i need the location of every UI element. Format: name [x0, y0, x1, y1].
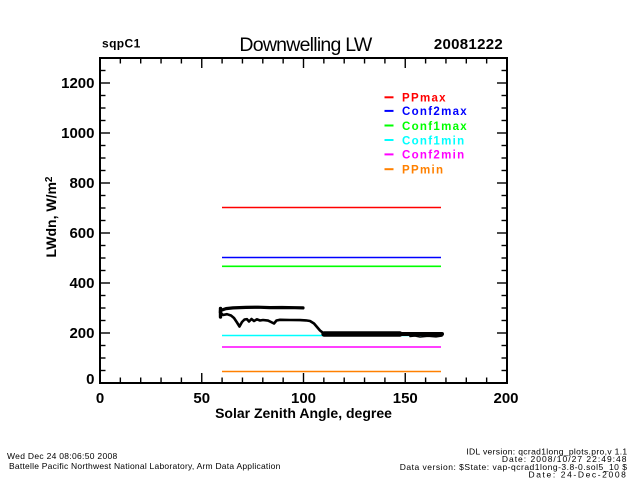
svg-text:Conf1max: Conf1max [402, 121, 468, 133]
svg-text:Conf1min: Conf1min [402, 135, 465, 147]
svg-text:1200: 1200 [61, 75, 94, 92]
svg-text:LWdn, W/m2: LWdn, W/m2 [43, 176, 59, 257]
svg-text:sqpC1: sqpC1 [102, 37, 141, 51]
svg-text:800: 800 [69, 175, 94, 192]
svg-text:Solar Zenith Angle, degree: Solar Zenith Angle, degree [215, 405, 392, 421]
svg-text:400: 400 [69, 275, 94, 292]
svg-text:Conf2max: Conf2max [402, 106, 468, 118]
svg-text:150: 150 [393, 390, 418, 407]
svg-text:50: 50 [193, 390, 210, 407]
svg-text:PPmin: PPmin [402, 165, 444, 177]
svg-text:600: 600 [69, 225, 94, 242]
svg-text:0: 0 [96, 390, 104, 407]
svg-text:IDL version: qcrad1long_plots.: IDL version: qcrad1long_plots.pro,v 1.1 [466, 447, 627, 457]
svg-text:Conf2min: Conf2min [402, 150, 465, 162]
svg-text:Downwelling LW: Downwelling LW [239, 34, 373, 56]
svg-text:20081222: 20081222 [434, 36, 503, 53]
svg-text:Date: 2008/10/27 22:49:48: Date: 2008/10/27 22:49:48 [502, 454, 628, 464]
svg-text:Battelle Pacific Northwest Nat: Battelle Pacific Northwest National Labo… [9, 461, 281, 471]
svg-text:0: 0 [86, 371, 94, 388]
svg-text:200: 200 [493, 390, 518, 407]
svg-text:200: 200 [69, 325, 94, 342]
svg-text:Data version: $State: vap-qcra: Data version: $State: vap-qcrad1long-3.8… [400, 462, 628, 472]
svg-text:100: 100 [291, 390, 316, 407]
svg-text:1000: 1000 [61, 125, 94, 142]
svg-text:Date: 24-Dec-2008: Date: 24-Dec-2008 [528, 470, 627, 480]
svg-text:Wed Dec 24 08:06:50 2008: Wed Dec 24 08:06:50 2008 [7, 451, 118, 461]
svg-text:PPmax: PPmax [402, 93, 447, 105]
